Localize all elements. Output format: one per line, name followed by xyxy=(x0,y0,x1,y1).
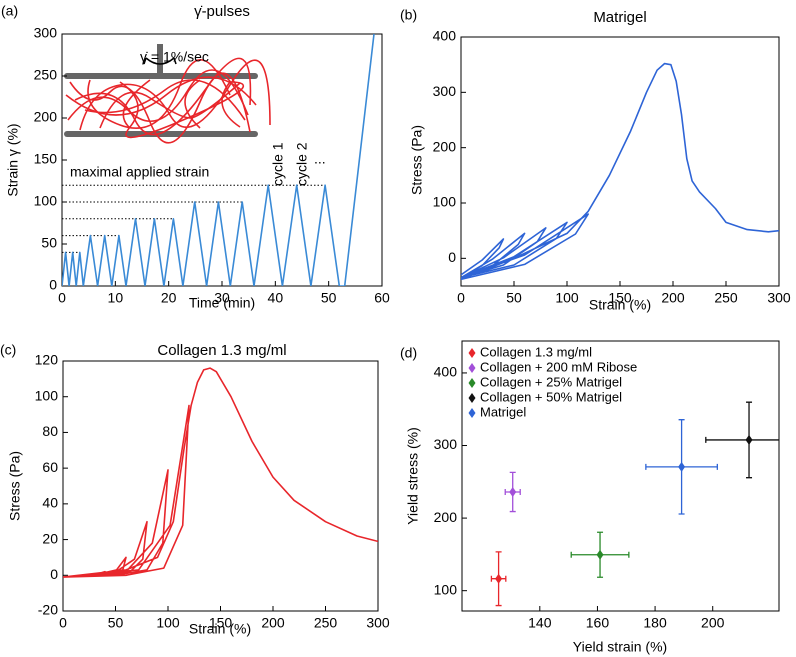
annotation: cycle 2 xyxy=(294,142,310,186)
legend-label: Matrigel xyxy=(480,404,526,419)
plot-frame xyxy=(460,36,780,287)
panel-label: (d) xyxy=(400,345,417,361)
x-tick-label: 150 xyxy=(608,290,632,306)
x-tick-label: 40 xyxy=(268,290,284,306)
x-tick-label: 200 xyxy=(661,290,685,306)
plot-area xyxy=(63,367,378,578)
x-tick-label: 140 xyxy=(528,615,552,631)
y-axis-label: Stress (Pa) xyxy=(7,451,23,521)
x-tick-label: 60 xyxy=(374,290,390,306)
x-tick-label: 0 xyxy=(457,290,465,306)
x-tick-label: 100 xyxy=(555,290,579,306)
legend-marker xyxy=(468,393,476,403)
y-tick-label: 300 xyxy=(434,436,458,452)
point xyxy=(596,549,604,560)
y-tick-label: 200 xyxy=(433,138,457,154)
panel-label: (c) xyxy=(0,342,16,358)
plot-area xyxy=(490,401,779,607)
x-tick-label: 300 xyxy=(767,290,791,306)
legend-marker xyxy=(468,378,476,388)
legend-label: Collagen + 50% Matrigel xyxy=(480,389,622,404)
y-tick-label: 100 xyxy=(34,193,58,209)
x-tick-label: 250 xyxy=(714,290,738,306)
y-tick-label: 120 xyxy=(35,352,59,368)
panel-title: Matrigel xyxy=(593,9,646,26)
x-axis-label: Yield strain (%) xyxy=(573,639,667,655)
x-tick-label: 150 xyxy=(209,615,233,631)
y-tick-label: 300 xyxy=(34,25,58,41)
legend-label: Collagen 1.3 mg/ml xyxy=(480,344,592,359)
y-tick-label: 0 xyxy=(50,566,58,582)
point xyxy=(678,461,686,472)
x-tick-label: 250 xyxy=(314,615,338,631)
y-tick-label: 200 xyxy=(434,509,458,525)
plot-area xyxy=(62,34,375,286)
x-tick-label: 300 xyxy=(366,615,390,631)
y-tick-label: 40 xyxy=(42,495,58,511)
y-tick-label: 250 xyxy=(34,67,58,83)
x-tick-label: 50 xyxy=(506,290,522,306)
plot-area xyxy=(461,62,779,281)
x-tick-label: 20 xyxy=(161,290,177,306)
y-tick-label: 60 xyxy=(42,459,58,475)
annotation: cycle 1 xyxy=(270,142,286,186)
legend-marker xyxy=(468,348,476,358)
y-tick-label: -20 xyxy=(38,602,58,618)
y-axis-label: Stress (Pa) xyxy=(409,125,425,195)
panel-label: (a) xyxy=(1,3,18,19)
data-line xyxy=(63,367,378,578)
y-tick-label: 20 xyxy=(42,530,58,546)
legend-marker xyxy=(468,363,476,373)
y-tick-label: 300 xyxy=(433,83,457,99)
x-tick-label: 200 xyxy=(701,615,725,631)
point xyxy=(509,486,517,497)
y-tick-label: 50 xyxy=(41,235,57,251)
x-axis-label: Strain (%) xyxy=(189,621,251,637)
x-tick-label: 50 xyxy=(108,615,124,631)
data-line xyxy=(62,34,375,286)
x-tick-label: 0 xyxy=(59,615,67,631)
y-axis-label: Strain γ (%) xyxy=(5,123,21,196)
y-tick-label: 400 xyxy=(433,28,457,44)
y-tick-label: 100 xyxy=(35,387,59,403)
annotation: γ̇ = 1%/sec xyxy=(140,49,209,65)
x-tick-label: 160 xyxy=(586,615,610,631)
legend-label: Collagen + 25% Matrigel xyxy=(480,374,622,389)
y-tick-label: 400 xyxy=(434,364,458,380)
legend-label: Collagen + 200 mM Ribose xyxy=(480,359,637,374)
point xyxy=(745,434,753,445)
y-tick-label: 100 xyxy=(434,581,458,597)
x-axis-label: Strain (%) xyxy=(589,297,651,313)
x-tick-label: 100 xyxy=(156,615,180,631)
panel-title: γ̇-pulses xyxy=(194,3,250,20)
x-tick-label: 10 xyxy=(108,290,124,306)
y-tick-label: 150 xyxy=(34,151,58,167)
schematic xyxy=(64,44,271,144)
x-tick-label: 200 xyxy=(261,615,285,631)
y-tick-label: 100 xyxy=(433,194,457,210)
y-tick-label: 80 xyxy=(42,423,58,439)
plot-frame xyxy=(461,340,780,612)
y-axis-label: Yield stress (%) xyxy=(405,427,421,525)
x-axis-label: Time (min) xyxy=(189,295,255,311)
panel-label: (b) xyxy=(400,7,417,23)
y-tick-label: 0 xyxy=(49,277,57,293)
x-tick-label: 30 xyxy=(214,290,230,306)
legend-marker xyxy=(468,408,476,418)
y-tick-label: 200 xyxy=(34,109,58,125)
annotation: ... xyxy=(314,151,326,167)
point xyxy=(495,573,503,584)
panel-title: Collagen 1.3 mg/ml xyxy=(157,342,286,359)
annotation: maximal applied strain xyxy=(70,164,209,180)
y-tick-label: 0 xyxy=(448,249,456,265)
data-line xyxy=(461,62,779,281)
x-tick-label: 180 xyxy=(643,615,667,631)
x-tick-label: 50 xyxy=(321,290,337,306)
x-tick-label: 0 xyxy=(58,290,66,306)
